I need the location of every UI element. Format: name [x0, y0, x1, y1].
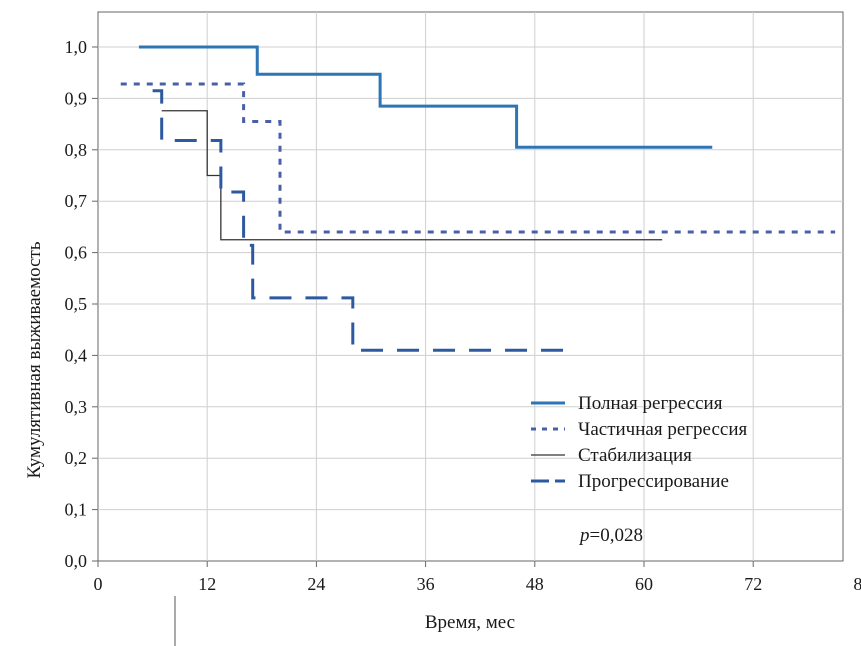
- p-symbol: p: [578, 525, 590, 546]
- grid: [98, 12, 843, 561]
- series-line-4: [152, 89, 572, 352]
- y-tick-label: 0,6: [65, 243, 88, 263]
- y-tick-label: 0,7: [65, 191, 88, 211]
- x-tick-label: 24: [307, 574, 325, 594]
- series-line-1: [138, 45, 713, 149]
- x-tick-label: 72: [744, 574, 762, 594]
- y-tick-label: 0,2: [65, 448, 88, 468]
- x-tick-label: 0: [94, 574, 103, 594]
- x-tick-label: 84: [853, 574, 861, 594]
- legend-label-4: Прогрессирование: [578, 471, 729, 492]
- y-axis-title: Кумулятивная выживаемость: [24, 241, 45, 478]
- legend: Полная регрессия Частичная регрессия Стаби…: [531, 393, 747, 492]
- x-tick-label: 48: [526, 574, 544, 594]
- y-tick-label: 0,8: [65, 140, 88, 160]
- y-tick-label: 0,5: [65, 294, 88, 314]
- plot-frame: [97, 11, 844, 562]
- y-tick-label: 0,1: [65, 500, 88, 520]
- legend-label-1: Полная регрессия: [578, 393, 723, 414]
- y-tick-label: 0,4: [65, 345, 88, 365]
- x-tick-label: 36: [417, 574, 435, 594]
- series-layer: [120, 45, 836, 352]
- p-value: =0,028: [590, 525, 643, 546]
- p-value-annotation: p=0,028: [578, 525, 643, 546]
- y-tick-label: 0,3: [65, 397, 88, 417]
- y-tick-label: 1,0: [65, 37, 88, 57]
- series-line-2: [120, 82, 836, 234]
- y-tick-label: 0,0: [65, 551, 88, 571]
- x-axis-title: Время, мес: [425, 612, 515, 633]
- x-tick-label: 60: [635, 574, 653, 594]
- series-line-3: [161, 110, 663, 241]
- legend-label-2: Частичная регрессия: [578, 419, 747, 440]
- legend-label-3: Стабилизация: [578, 445, 692, 466]
- x-tick-label: 12: [198, 574, 216, 594]
- y-tick-label: 0,9: [65, 88, 88, 108]
- axis-ticks: 0 12 24 36 48 60 72 84 0,0 0,1 0,2 0,3 0,4 0,5 0,6 0,7 0…: [65, 37, 861, 594]
